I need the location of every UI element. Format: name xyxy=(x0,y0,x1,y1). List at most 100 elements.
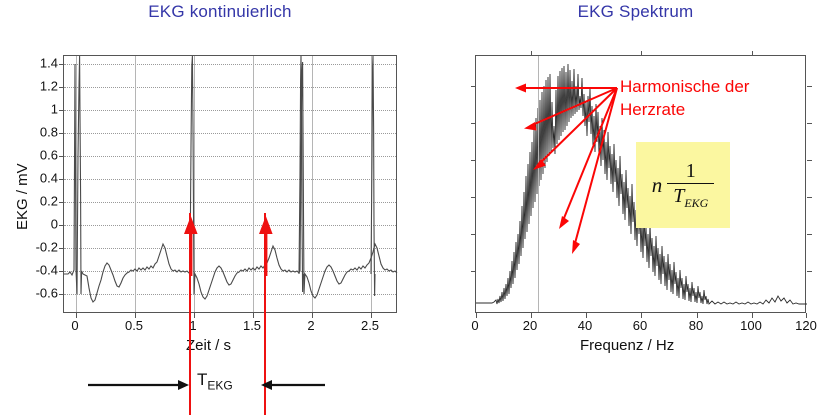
axis-tick xyxy=(641,51,642,56)
axis-tick xyxy=(253,313,254,318)
axis-tick xyxy=(531,51,532,56)
formula-fraction: 1 TEKG xyxy=(667,160,715,209)
axis-tick xyxy=(806,313,807,318)
gridline xyxy=(64,225,396,226)
ekg-time-plot-area xyxy=(59,55,398,318)
axis-tick xyxy=(471,160,476,161)
axis-tick xyxy=(476,313,477,318)
x-tick-label: 0 xyxy=(71,318,79,333)
harmonics-annotation-line1: Harmonische der xyxy=(620,77,750,96)
axis-tick xyxy=(59,202,64,203)
axis-tick xyxy=(59,225,64,226)
gridline xyxy=(64,271,396,272)
gridline xyxy=(312,56,313,312)
gridline xyxy=(64,294,396,295)
x-tick-label: 120 xyxy=(795,318,817,333)
x-tick-label: 20 xyxy=(522,318,538,333)
axis-tick xyxy=(59,156,64,157)
formula-denominator: TEKG xyxy=(667,184,714,209)
axis-tick xyxy=(471,234,476,235)
y-tick-label: -0.6 xyxy=(35,285,58,301)
axis-tick xyxy=(752,313,753,318)
gridline xyxy=(64,87,396,88)
left-chart-panel: EKG kontinuierlich EKG / mV 1.4 1.2 1 0.… xyxy=(14,2,398,415)
period-marker-line-end xyxy=(264,213,266,415)
left-x-axis-title: Zeit / s xyxy=(186,337,232,354)
gridline xyxy=(194,56,195,312)
gridline xyxy=(64,248,396,249)
formula-denominator-subscript: EKG xyxy=(684,196,709,210)
axis-tick xyxy=(59,271,64,272)
period-label: TEKG xyxy=(197,370,233,392)
axis-tick xyxy=(471,86,476,87)
period-label-subscript: EKG xyxy=(207,378,233,393)
right-chart-panel: EKG Spektrum 0 xyxy=(440,0,831,415)
axis-tick xyxy=(471,197,476,198)
harmonics-annotation-line2: Herzrate xyxy=(620,100,686,119)
x-tick-label: 80 xyxy=(688,318,704,333)
y-tick-label: -0.2 xyxy=(35,239,58,255)
y-tick-label: 0.4 xyxy=(39,170,58,186)
y-tick-label: 1.4 xyxy=(39,55,58,71)
axis-tick xyxy=(135,313,136,318)
y-tick-label: 1.2 xyxy=(39,78,58,94)
axis-tick xyxy=(807,271,812,272)
right-x-axis-title: Frequenz / Hz xyxy=(580,337,675,354)
axis-tick xyxy=(697,313,698,318)
x-tick-label: 2.5 xyxy=(360,318,380,333)
period-label-symbol: T xyxy=(197,370,208,389)
ekg-waveform-trace xyxy=(64,56,398,303)
harmonic-formula-box: n 1 TEKG xyxy=(636,142,730,228)
axis-tick xyxy=(59,133,64,134)
gridline xyxy=(64,179,396,180)
right-chart-title: EKG Spektrum xyxy=(577,2,694,21)
axis-tick xyxy=(471,123,476,124)
gridline xyxy=(135,56,136,312)
axis-tick xyxy=(59,294,64,295)
gridline xyxy=(253,56,254,312)
axis-tick xyxy=(807,86,812,87)
gridline xyxy=(64,133,396,134)
y-tick-label: 0.8 xyxy=(39,124,58,140)
axis-tick xyxy=(59,110,64,111)
gridline xyxy=(64,64,396,65)
red-beat-markers xyxy=(184,216,273,276)
axis-tick xyxy=(641,313,642,318)
gridline xyxy=(64,202,396,203)
x-tick-label: 0 xyxy=(471,318,479,333)
x-tick-label: 60 xyxy=(632,318,648,333)
harmonic-arrows xyxy=(515,83,618,254)
x-tick-label: 1.5 xyxy=(242,318,262,333)
harmonic-formula: n 1 TEKG xyxy=(636,142,730,228)
period-marker-line-start xyxy=(189,213,191,415)
axis-tick xyxy=(807,123,812,124)
left-chart-title: EKG kontinuierlich xyxy=(148,2,292,21)
y-tick-label: -0.4 xyxy=(35,262,58,278)
x-tick-label: 1 xyxy=(189,318,197,333)
fraction-bar-icon xyxy=(667,183,715,184)
axis-tick xyxy=(807,234,812,235)
gridline xyxy=(64,156,396,157)
gridline xyxy=(76,56,77,312)
gridline xyxy=(64,110,396,111)
gridline xyxy=(538,56,539,312)
axis-tick xyxy=(807,197,812,198)
y-tick-label: 0 xyxy=(50,216,58,232)
y-tick-label: 0.2 xyxy=(39,193,58,209)
axis-tick xyxy=(194,313,195,318)
formula-denominator-symbol: T xyxy=(673,185,685,207)
axis-tick xyxy=(471,271,476,272)
axis-tick xyxy=(59,179,64,180)
x-tick-label: 2 xyxy=(307,318,315,333)
y-tick-label: 0.6 xyxy=(39,147,58,163)
axis-tick xyxy=(59,64,64,65)
axis-tick xyxy=(752,51,753,56)
x-tick-label: 100 xyxy=(740,318,762,333)
spectrum-trace xyxy=(476,63,807,305)
x-tick-label: 0.5 xyxy=(124,318,144,333)
axis-tick xyxy=(312,313,313,318)
formula-n: n xyxy=(651,172,663,197)
axis-tick xyxy=(531,313,532,318)
axis-tick xyxy=(59,248,64,249)
formula-numerator: 1 xyxy=(685,160,696,182)
